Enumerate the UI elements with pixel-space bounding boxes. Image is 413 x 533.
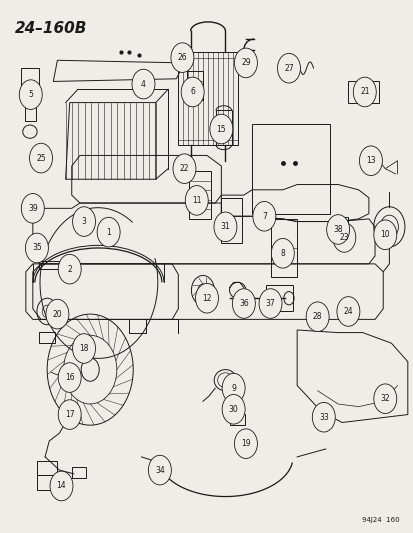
Text: 39: 39	[28, 204, 38, 213]
Circle shape	[171, 43, 193, 72]
Circle shape	[173, 154, 195, 183]
Bar	[266, 285, 292, 311]
Circle shape	[132, 69, 154, 99]
Bar	[37, 461, 57, 475]
Text: 13: 13	[365, 156, 375, 165]
Bar	[335, 217, 348, 232]
Circle shape	[306, 302, 328, 332]
Text: 38: 38	[332, 225, 342, 234]
Text: 6: 6	[190, 87, 195, 96]
Bar	[229, 414, 244, 425]
Circle shape	[72, 334, 95, 364]
Text: 3: 3	[81, 217, 86, 226]
Bar	[348, 82, 378, 102]
Circle shape	[185, 185, 208, 215]
Circle shape	[148, 455, 171, 485]
Text: 25: 25	[36, 154, 46, 163]
Circle shape	[326, 215, 349, 244]
Bar	[37, 475, 57, 490]
Text: 26: 26	[177, 53, 187, 62]
Text: 28: 28	[312, 312, 322, 321]
Text: 5: 5	[28, 90, 33, 99]
Circle shape	[373, 220, 396, 249]
Circle shape	[50, 471, 73, 501]
Circle shape	[352, 77, 375, 107]
Text: 36: 36	[238, 299, 248, 308]
Text: 2: 2	[67, 265, 72, 273]
Text: 18: 18	[79, 344, 88, 353]
Circle shape	[72, 207, 95, 236]
Circle shape	[181, 77, 204, 107]
Circle shape	[19, 80, 42, 109]
Text: 17: 17	[65, 410, 74, 419]
Circle shape	[25, 233, 48, 263]
Text: 24: 24	[343, 307, 352, 316]
Text: 23: 23	[339, 233, 348, 242]
Circle shape	[29, 143, 52, 173]
Text: 16: 16	[65, 373, 74, 382]
Bar	[71, 467, 86, 478]
Text: 15: 15	[216, 125, 225, 133]
Text: 4: 4	[141, 79, 145, 88]
Circle shape	[336, 297, 359, 326]
Text: 29: 29	[240, 59, 250, 67]
Circle shape	[311, 402, 335, 432]
Circle shape	[232, 289, 255, 318]
Circle shape	[214, 212, 236, 241]
Circle shape	[252, 201, 275, 231]
Circle shape	[58, 363, 81, 392]
Circle shape	[358, 146, 382, 175]
Circle shape	[81, 358, 99, 381]
Text: 10: 10	[380, 230, 389, 239]
Text: 30: 30	[228, 405, 238, 414]
Text: 31: 31	[220, 222, 230, 231]
Bar	[39, 332, 55, 343]
Bar	[221, 198, 241, 243]
Text: 14: 14	[57, 481, 66, 490]
Circle shape	[58, 400, 81, 430]
Text: 22: 22	[179, 164, 189, 173]
Text: 37: 37	[265, 299, 275, 308]
Circle shape	[46, 300, 69, 329]
Bar	[339, 233, 349, 248]
Text: 34: 34	[154, 466, 164, 474]
Text: 19: 19	[240, 439, 250, 448]
Text: 20: 20	[52, 310, 62, 319]
Circle shape	[277, 53, 300, 83]
Bar	[188, 171, 211, 219]
Text: 9: 9	[230, 384, 235, 393]
Text: 8: 8	[280, 249, 285, 258]
Circle shape	[373, 384, 396, 414]
Circle shape	[234, 48, 257, 78]
Text: 27: 27	[283, 63, 293, 72]
Circle shape	[332, 223, 355, 252]
Circle shape	[209, 114, 232, 144]
Text: 21: 21	[359, 87, 369, 96]
Text: 35: 35	[32, 244, 42, 253]
Circle shape	[58, 254, 81, 284]
Text: 1: 1	[106, 228, 111, 237]
Text: 94J24  160: 94J24 160	[361, 517, 399, 523]
Text: 24–160B: 24–160B	[14, 21, 87, 36]
Circle shape	[259, 289, 281, 318]
Circle shape	[97, 217, 120, 247]
Circle shape	[271, 238, 294, 268]
Circle shape	[222, 373, 244, 403]
Text: 32: 32	[380, 394, 389, 403]
Circle shape	[222, 394, 244, 424]
Bar	[270, 219, 297, 277]
Text: 33: 33	[318, 413, 328, 422]
Bar	[216, 110, 231, 145]
Circle shape	[234, 429, 257, 458]
Circle shape	[21, 193, 44, 223]
Text: 12: 12	[202, 294, 211, 303]
Bar	[186, 71, 202, 100]
Text: 11: 11	[192, 196, 201, 205]
Circle shape	[195, 284, 218, 313]
Text: 7: 7	[261, 212, 266, 221]
